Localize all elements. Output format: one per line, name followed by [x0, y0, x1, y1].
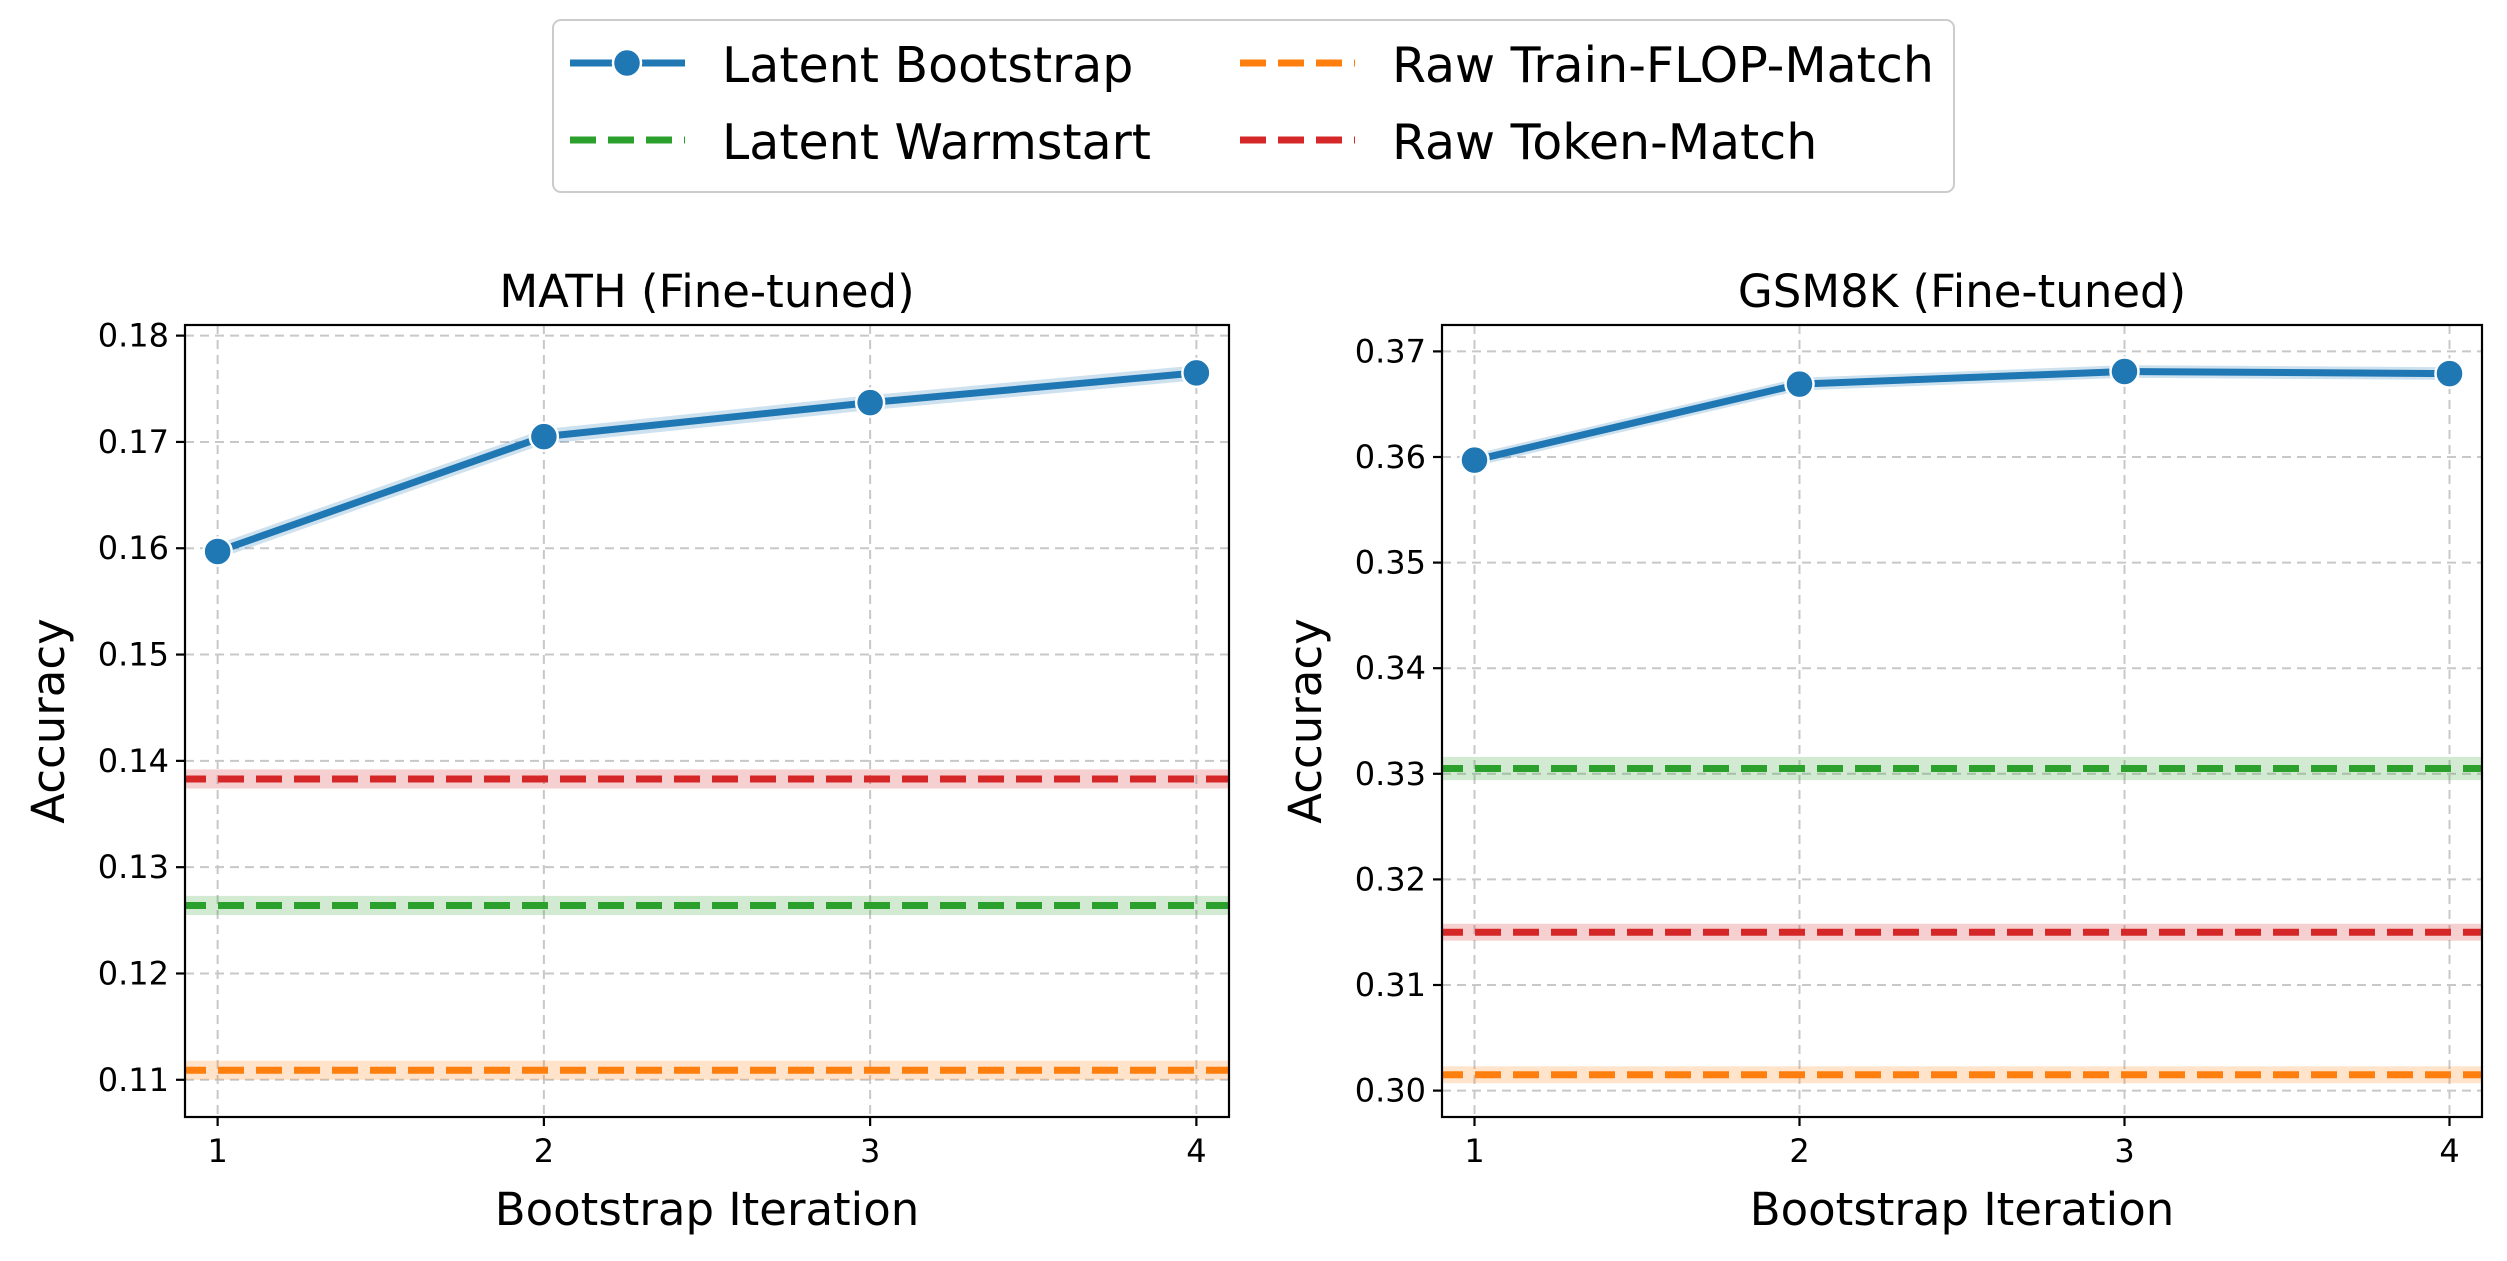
line-latent-bootstrap — [1473, 367, 2450, 464]
y-tick-label: 0.13 — [98, 848, 169, 886]
y-tick-label: 0.37 — [1355, 332, 1426, 370]
band-raw-train-flop-match — [1442, 1066, 2482, 1084]
legend-label: Latent Warmstart — [722, 114, 1151, 171]
point-latent-bootstrap — [2434, 358, 2465, 389]
chart-title: MATH (Fine-tuned) — [499, 265, 914, 318]
x-tick-label: 1 — [1464, 1132, 1484, 1170]
band-latent-warmstart — [1442, 756, 2482, 781]
x-tick-label: 1 — [207, 1132, 227, 1170]
legend-frame — [552, 19, 1955, 193]
y-tick-label: 0.32 — [1355, 860, 1426, 898]
point-latent-bootstrap — [1459, 444, 1490, 476]
point-latent-bootstrap — [1181, 357, 1212, 389]
y-axis-label: Accuracy — [1279, 618, 1332, 823]
line-latent-bootstrap — [216, 369, 1197, 555]
y-axis-label: Accuracy — [22, 618, 75, 823]
legend-swatch-marker — [611, 47, 643, 79]
x-tick-label: 3 — [860, 1132, 880, 1170]
band-raw-train-flop-match — [185, 1060, 1229, 1080]
legend: Latent Bootstrap Raw Train-FLOP-Match Late… — [552, 19, 1955, 193]
x-tick-label: 2 — [534, 1132, 554, 1170]
legend-entry-raw-train-flop-match: Raw Train-FLOP-Match — [1240, 37, 1934, 94]
x-tick-label: 2 — [1789, 1132, 1809, 1170]
band-latent-warmstart — [185, 895, 1229, 916]
y-tick-label: 0.34 — [1355, 649, 1426, 687]
y-tick-label: 0.36 — [1355, 438, 1426, 476]
grid — [1442, 325, 2482, 1117]
point-latent-bootstrap — [854, 387, 886, 418]
y-tick-label: 0.15 — [98, 636, 169, 674]
x-tick-label: 4 — [2439, 1132, 2459, 1170]
legend-label: Raw Train-FLOP-Match — [1392, 37, 1934, 94]
x-axis-label: Bootstrap Iteration — [495, 1183, 920, 1236]
plot-area — [185, 365, 1229, 1080]
y-tick-label: 0.14 — [98, 742, 169, 780]
band-raw-token-match — [185, 769, 1229, 789]
point-latent-bootstrap — [202, 536, 233, 567]
point-latent-bootstrap — [2109, 356, 2140, 387]
plot-area — [1442, 365, 2482, 1084]
legend-entry-latent-warmstart: Latent Warmstart — [570, 114, 1151, 171]
axes-frame — [1440, 323, 2484, 1119]
panel-math: 1 2 3 4 0.11 0.12 0.13 0.14 0.15 0.16 0.17 0.18 MATH… — [22, 265, 1231, 1236]
chart-title: GSM8K (Fine-tuned) — [1738, 265, 2186, 318]
x-axis-label: Bootstrap Iteration — [1750, 1183, 2175, 1236]
band-latent-bootstrap — [217, 365, 1197, 559]
legend-label: Raw Token-Match — [1392, 114, 1817, 171]
grid — [185, 325, 1229, 1117]
y-tick-label: 0.31 — [1355, 966, 1426, 1004]
axes-frame — [183, 323, 1231, 1119]
y-tick-label: 0.12 — [98, 954, 169, 992]
legend-entry-raw-token-match: Raw Token-Match — [1240, 114, 1817, 171]
y-tick-label: 0.35 — [1355, 544, 1426, 582]
x-tick-label: 3 — [2114, 1132, 2134, 1170]
y-tick-label: 0.33 — [1355, 755, 1426, 793]
y-tick-label: 0.17 — [98, 423, 169, 461]
point-latent-bootstrap — [528, 421, 560, 452]
band-raw-token-match — [1442, 923, 2482, 941]
legend-entry-latent-bootstrap: Latent Bootstrap — [570, 37, 1133, 94]
panel-gsm8k: 1 2 3 4 0.30 0.31 0.32 0.33 0.34 0.35 0.36 0.37 GSM8… — [1279, 265, 2484, 1236]
legend-label: Latent Bootstrap — [722, 37, 1133, 94]
x-tick-label: 4 — [1186, 1132, 1206, 1170]
y-tick-label: 0.16 — [98, 529, 169, 567]
y-tick-label: 0.30 — [1355, 1072, 1426, 1110]
y-tick-label: 0.11 — [98, 1061, 169, 1099]
point-latent-bootstrap — [1784, 368, 1815, 400]
y-tick-label: 0.18 — [98, 317, 169, 355]
